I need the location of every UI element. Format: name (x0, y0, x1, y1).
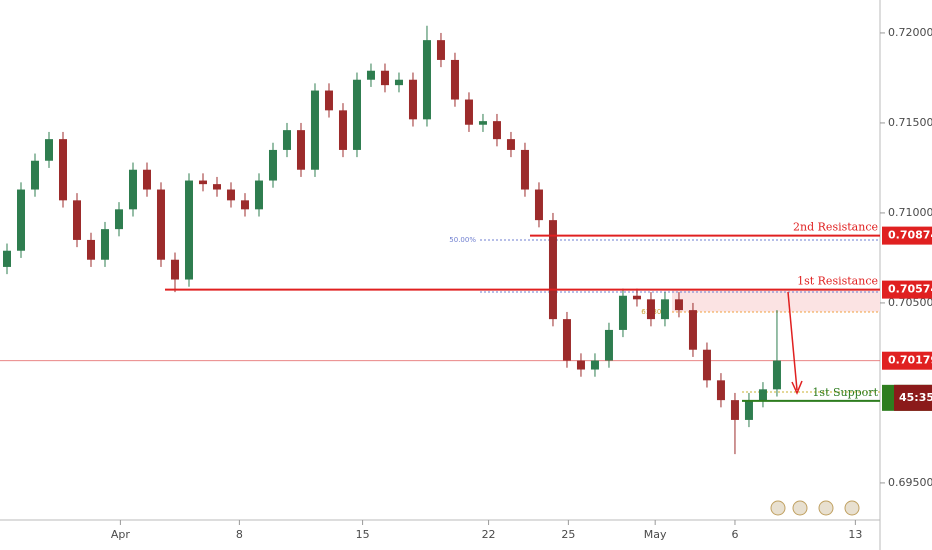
candle-body (772, 360, 781, 390)
candle-body (604, 329, 613, 361)
candle-body (44, 139, 53, 161)
candle-body (198, 180, 207, 185)
candle-body (408, 79, 417, 120)
candle-body (450, 59, 459, 100)
x-tick-label: 8 (236, 528, 243, 541)
candle-body (436, 40, 445, 60)
price-box (882, 351, 932, 370)
candle-body (674, 299, 683, 311)
candle-body (338, 110, 347, 150)
candle-body (296, 130, 305, 170)
x-tick-label: May (644, 528, 667, 541)
fib-label: 50.00% (449, 236, 476, 244)
candle-body (310, 90, 319, 170)
candle-body (114, 209, 123, 230)
price-box (882, 280, 932, 299)
candle-body (702, 349, 711, 381)
candle-body (254, 180, 263, 210)
candle-body (16, 189, 25, 251)
candle-body (632, 295, 641, 300)
candle-body (562, 319, 571, 361)
candle-body (618, 295, 627, 330)
flag-icon (844, 500, 860, 516)
candle-body (240, 200, 249, 210)
candle-body (520, 149, 529, 190)
candle-body (100, 229, 109, 260)
price-box-label: 0.70874 (888, 229, 932, 242)
candle-body (212, 184, 221, 190)
candle-body (744, 400, 753, 420)
candle-body (758, 389, 767, 401)
candle-body (548, 220, 557, 320)
candle-body (366, 70, 375, 80)
candle-body (156, 189, 165, 260)
candle-body (730, 400, 739, 420)
level-name: 1st Resistance (797, 275, 878, 288)
candle-body (184, 180, 193, 280)
candle-body (380, 70, 389, 86)
candle-body (478, 121, 487, 125)
countdown: 45:35 (899, 391, 932, 404)
x-tick-label: 15 (356, 528, 370, 541)
candle-body (352, 79, 361, 150)
price-box-label: 0.70179 (888, 354, 932, 367)
candle-body (226, 189, 235, 201)
level-name: 1st Support (812, 386, 878, 399)
arrow-head (791, 380, 803, 395)
candle-body (464, 99, 473, 125)
candle-body (72, 200, 81, 240)
resistance-zone (672, 289, 880, 312)
flag-icon (770, 500, 786, 516)
candle-body (660, 299, 669, 320)
flag-icon (818, 500, 834, 516)
candle-body (30, 160, 39, 190)
x-tick-label: Apr (111, 528, 131, 541)
candle-body (2, 250, 11, 267)
level-name: 2nd Resistance (793, 221, 878, 234)
candle-body (688, 310, 697, 350)
candle-body (142, 169, 151, 190)
candle-body (716, 380, 725, 401)
flag-icon (792, 500, 808, 516)
candle-body (590, 360, 599, 370)
candle-body (492, 121, 501, 140)
candle-body (58, 139, 67, 201)
candle-body (534, 189, 543, 221)
x-tick-label: 25 (561, 528, 575, 541)
candle-body (86, 239, 95, 260)
price-box (882, 226, 932, 245)
candle-body (576, 360, 585, 370)
candle-body (268, 149, 277, 181)
candle-body (170, 259, 179, 280)
candle-body (646, 299, 655, 320)
x-tick-label: 13 (848, 528, 862, 541)
candle-body (282, 130, 291, 150)
price-box-label: 0.70574 (888, 283, 932, 296)
y-tick-label: 0.69500 (888, 476, 932, 489)
countdown-box (894, 384, 932, 411)
y-tick-label: 0.71500 (888, 116, 932, 129)
candle-body (394, 79, 403, 86)
x-tick-label: 22 (482, 528, 496, 541)
y-tick-label: 0.72000 (888, 26, 932, 39)
y-tick-label: 0.70500 (888, 296, 932, 309)
x-tick-label: 6 (731, 528, 738, 541)
candle-body (422, 40, 431, 120)
y-tick-label: 0.71000 (888, 206, 932, 219)
candle-body (324, 90, 333, 111)
arrow (787, 291, 798, 391)
candle-body (128, 169, 137, 210)
candle-body (506, 139, 515, 150)
